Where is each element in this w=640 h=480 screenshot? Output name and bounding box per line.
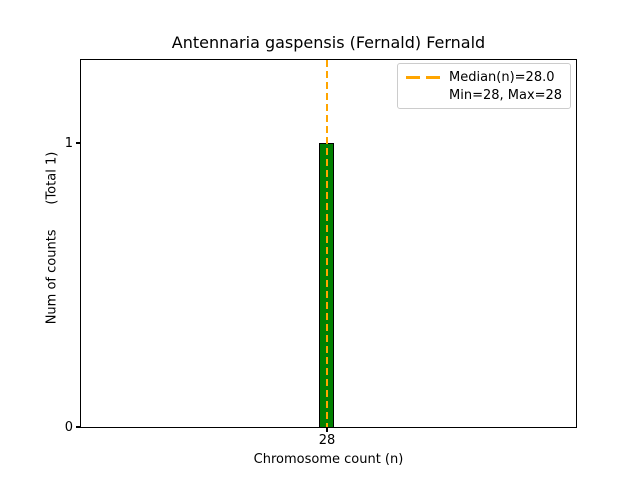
plot-area bbox=[80, 59, 577, 428]
y-axis-label: Num of counts (Total 1) bbox=[44, 151, 60, 325]
x-tick-label-28: 28 bbox=[318, 433, 336, 448]
dashed-line-icon bbox=[406, 75, 440, 79]
x-axis-label: Chromosome count (n) bbox=[253, 452, 404, 467]
y-tick-label-1: 1 bbox=[64, 136, 73, 151]
legend-handle-spacer bbox=[406, 94, 440, 97]
x-tick-mark-28 bbox=[326, 428, 328, 432]
y-tick-mark-1 bbox=[76, 142, 80, 144]
y-tick-mark-0 bbox=[76, 426, 80, 428]
legend-label-minmax: Min=28, Max=28 bbox=[449, 87, 563, 103]
legend-entry-minmax: Min=28, Max=28 bbox=[406, 86, 562, 104]
chart-title: Antennaria gaspensis (Fernald) Fernald bbox=[171, 33, 486, 52]
median-dashed-line bbox=[326, 60, 328, 427]
y-tick-label-0: 0 bbox=[64, 420, 73, 435]
legend-entry-median: Median(n)=28.0 bbox=[406, 68, 562, 86]
legend: Median(n)=28.0 Min=28, Max=28 bbox=[397, 63, 571, 109]
legend-label-median: Median(n)=28.0 bbox=[449, 69, 555, 85]
